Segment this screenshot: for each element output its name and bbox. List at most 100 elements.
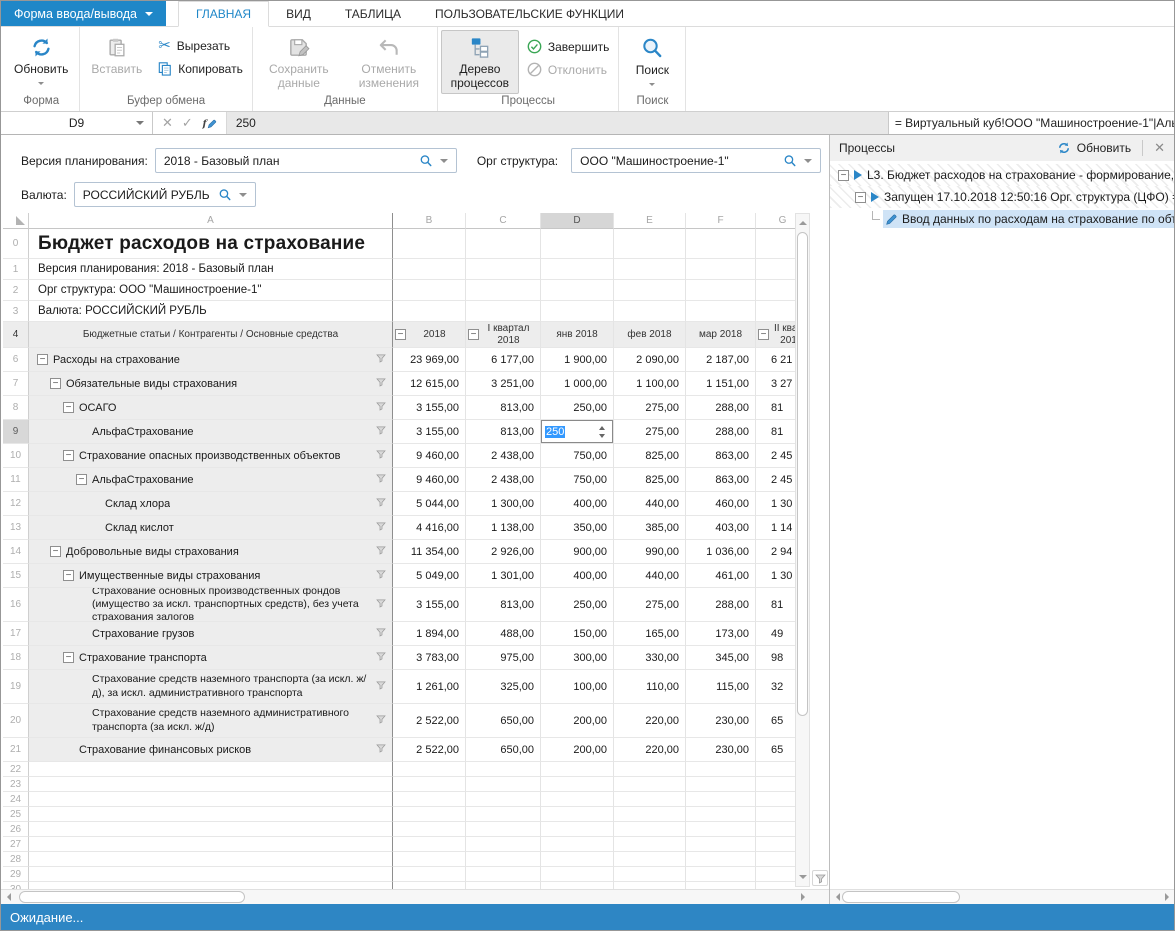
row-filter-button[interactable] bbox=[376, 353, 386, 366]
org-filter-combo[interactable]: ООО "Машиностроение-1" bbox=[571, 148, 822, 173]
row-filter-button[interactable] bbox=[376, 627, 386, 640]
vertical-scrollbar[interactable] bbox=[795, 213, 810, 887]
cell-D3[interactable] bbox=[541, 301, 614, 322]
row-filter-button[interactable] bbox=[376, 401, 386, 414]
process-item-0[interactable]: − L3. Бюджет расходов на страхование - фо… bbox=[830, 164, 1174, 186]
cell-F29[interactable] bbox=[686, 867, 756, 882]
column-header-F[interactable]: F bbox=[686, 213, 756, 229]
cell-E3[interactable] bbox=[614, 301, 686, 322]
cell-E22[interactable] bbox=[614, 762, 686, 777]
close-icon[interactable]: ✕ bbox=[1154, 140, 1165, 155]
cell-F27[interactable] bbox=[686, 837, 756, 852]
cell-F28[interactable] bbox=[686, 852, 756, 867]
cell-A2[interactable]: Орг структура: ООО "Машиностроение-1" bbox=[29, 280, 393, 301]
cell-E11[interactable]: 825,00 bbox=[614, 468, 686, 492]
cell-C7[interactable]: 3 251,00 bbox=[466, 372, 541, 396]
cell-C22[interactable] bbox=[466, 762, 541, 777]
cell-B14[interactable]: 11 354,00 bbox=[393, 540, 466, 564]
row-header-14[interactable]: 14 bbox=[3, 540, 29, 564]
cell-B10[interactable]: 9 460,00 bbox=[393, 444, 466, 468]
cell-E23[interactable] bbox=[614, 777, 686, 792]
cell-B12[interactable]: 5 044,00 bbox=[393, 492, 466, 516]
save-data-button[interactable]: Сохранить данные bbox=[256, 30, 342, 94]
cell-C3[interactable] bbox=[466, 301, 541, 322]
cell-F25[interactable] bbox=[686, 807, 756, 822]
cell-F24[interactable] bbox=[686, 792, 756, 807]
cell-A29[interactable] bbox=[29, 867, 393, 882]
row-filter-button[interactable] bbox=[376, 714, 386, 727]
cell-E0[interactable] bbox=[614, 229, 686, 259]
row-header-23[interactable]: 23 bbox=[3, 777, 29, 792]
cell-D18[interactable]: 300,00 bbox=[541, 646, 614, 670]
cell-E10[interactable]: 825,00 bbox=[614, 444, 686, 468]
collapse-box-icon[interactable]: − bbox=[63, 402, 74, 413]
row-header-21[interactable]: 21 bbox=[3, 738, 29, 762]
cell-B18[interactable]: 3 783,00 bbox=[393, 646, 466, 670]
cell-B2[interactable] bbox=[393, 280, 466, 301]
formula-input[interactable]: 250 bbox=[226, 112, 889, 134]
row-header-11[interactable]: 11 bbox=[3, 468, 29, 492]
cell-A30[interactable] bbox=[29, 882, 393, 889]
cell-E15[interactable]: 440,00 bbox=[614, 564, 686, 588]
row-header-3[interactable]: 3 bbox=[3, 301, 29, 322]
column-header-A[interactable]: A bbox=[29, 213, 393, 229]
row-filter-button[interactable] bbox=[376, 651, 386, 664]
cell-B3[interactable] bbox=[393, 301, 466, 322]
cell-E7[interactable]: 1 100,00 bbox=[614, 372, 686, 396]
cell-C12[interactable]: 1 300,00 bbox=[466, 492, 541, 516]
vertical-scroll-thumb[interactable] bbox=[797, 232, 808, 716]
cell-C27[interactable] bbox=[466, 837, 541, 852]
cell-C19[interactable]: 325,00 bbox=[466, 670, 541, 704]
grid-horizontal-scrollbar[interactable] bbox=[1, 889, 829, 904]
cell-F2[interactable] bbox=[686, 280, 756, 301]
process-item-1[interactable]: − Запущен 17.10.2018 12:50:16 Орг. структ… bbox=[830, 186, 1174, 208]
cell-F0[interactable] bbox=[686, 229, 756, 259]
column-header-D[interactable]: D bbox=[541, 213, 614, 229]
row-header-27[interactable]: 27 bbox=[3, 837, 29, 852]
column-header-B[interactable]: B bbox=[393, 213, 466, 229]
cell-C23[interactable] bbox=[466, 777, 541, 792]
cell-A8[interactable]: − ОСАГО bbox=[29, 396, 393, 420]
cell-F7[interactable]: 1 151,00 bbox=[686, 372, 756, 396]
cell-A22[interactable] bbox=[29, 762, 393, 777]
cell-A12[interactable]: Склад хлора bbox=[29, 492, 393, 516]
cell-D16[interactable]: 250,00 bbox=[541, 588, 614, 622]
cell-F4[interactable]: мар 2018 bbox=[686, 322, 756, 348]
cell-B13[interactable]: 4 416,00 bbox=[393, 516, 466, 540]
cell-F1[interactable] bbox=[686, 259, 756, 280]
cell-F14[interactable]: 1 036,00 bbox=[686, 540, 756, 564]
cell-C21[interactable]: 650,00 bbox=[466, 738, 541, 762]
collapse-box-icon[interactable]: − bbox=[395, 329, 406, 340]
cell-D12[interactable]: 400,00 bbox=[541, 492, 614, 516]
cell-B25[interactable] bbox=[393, 807, 466, 822]
version-filter-combo[interactable]: 2018 - Базовый план bbox=[154, 148, 457, 173]
cell-C29[interactable] bbox=[466, 867, 541, 882]
cell-C18[interactable]: 975,00 bbox=[466, 646, 541, 670]
cell-E18[interactable]: 330,00 bbox=[614, 646, 686, 670]
row-filter-button[interactable] bbox=[376, 598, 386, 611]
cell-B26[interactable] bbox=[393, 822, 466, 837]
cell-A26[interactable] bbox=[29, 822, 393, 837]
app-menu-button[interactable]: Форма ввода/вывода bbox=[1, 1, 167, 26]
cell-B23[interactable] bbox=[393, 777, 466, 792]
cell-F8[interactable]: 288,00 bbox=[686, 396, 756, 420]
cell-E26[interactable] bbox=[614, 822, 686, 837]
cell-B17[interactable]: 1 894,00 bbox=[393, 622, 466, 646]
row-filter-button[interactable] bbox=[376, 680, 386, 693]
cell-A19[interactable]: Страхование средств наземного транспорта… bbox=[29, 670, 393, 704]
cell-A0[interactable]: Бюджет расходов на страхование bbox=[29, 229, 393, 259]
cell-B24[interactable] bbox=[393, 792, 466, 807]
tab-пользовательские-функции[interactable]: ПОЛЬЗОВАТЕЛЬСКИЕ ФУНКЦИИ bbox=[435, 6, 625, 21]
row-filter-button[interactable] bbox=[376, 743, 386, 756]
cell-F11[interactable]: 863,00 bbox=[686, 468, 756, 492]
cell-F20[interactable]: 230,00 bbox=[686, 704, 756, 738]
cell-E17[interactable]: 165,00 bbox=[614, 622, 686, 646]
row-filter-button[interactable] bbox=[376, 497, 386, 510]
cell-E8[interactable]: 275,00 bbox=[614, 396, 686, 420]
cell-E6[interactable]: 2 090,00 bbox=[614, 348, 686, 372]
cell-B0[interactable] bbox=[393, 229, 466, 259]
scroll-right-arrow[interactable] bbox=[795, 890, 810, 905]
cell-E21[interactable]: 220,00 bbox=[614, 738, 686, 762]
cell-B30[interactable] bbox=[393, 882, 466, 889]
row-filter-button[interactable] bbox=[376, 473, 386, 486]
